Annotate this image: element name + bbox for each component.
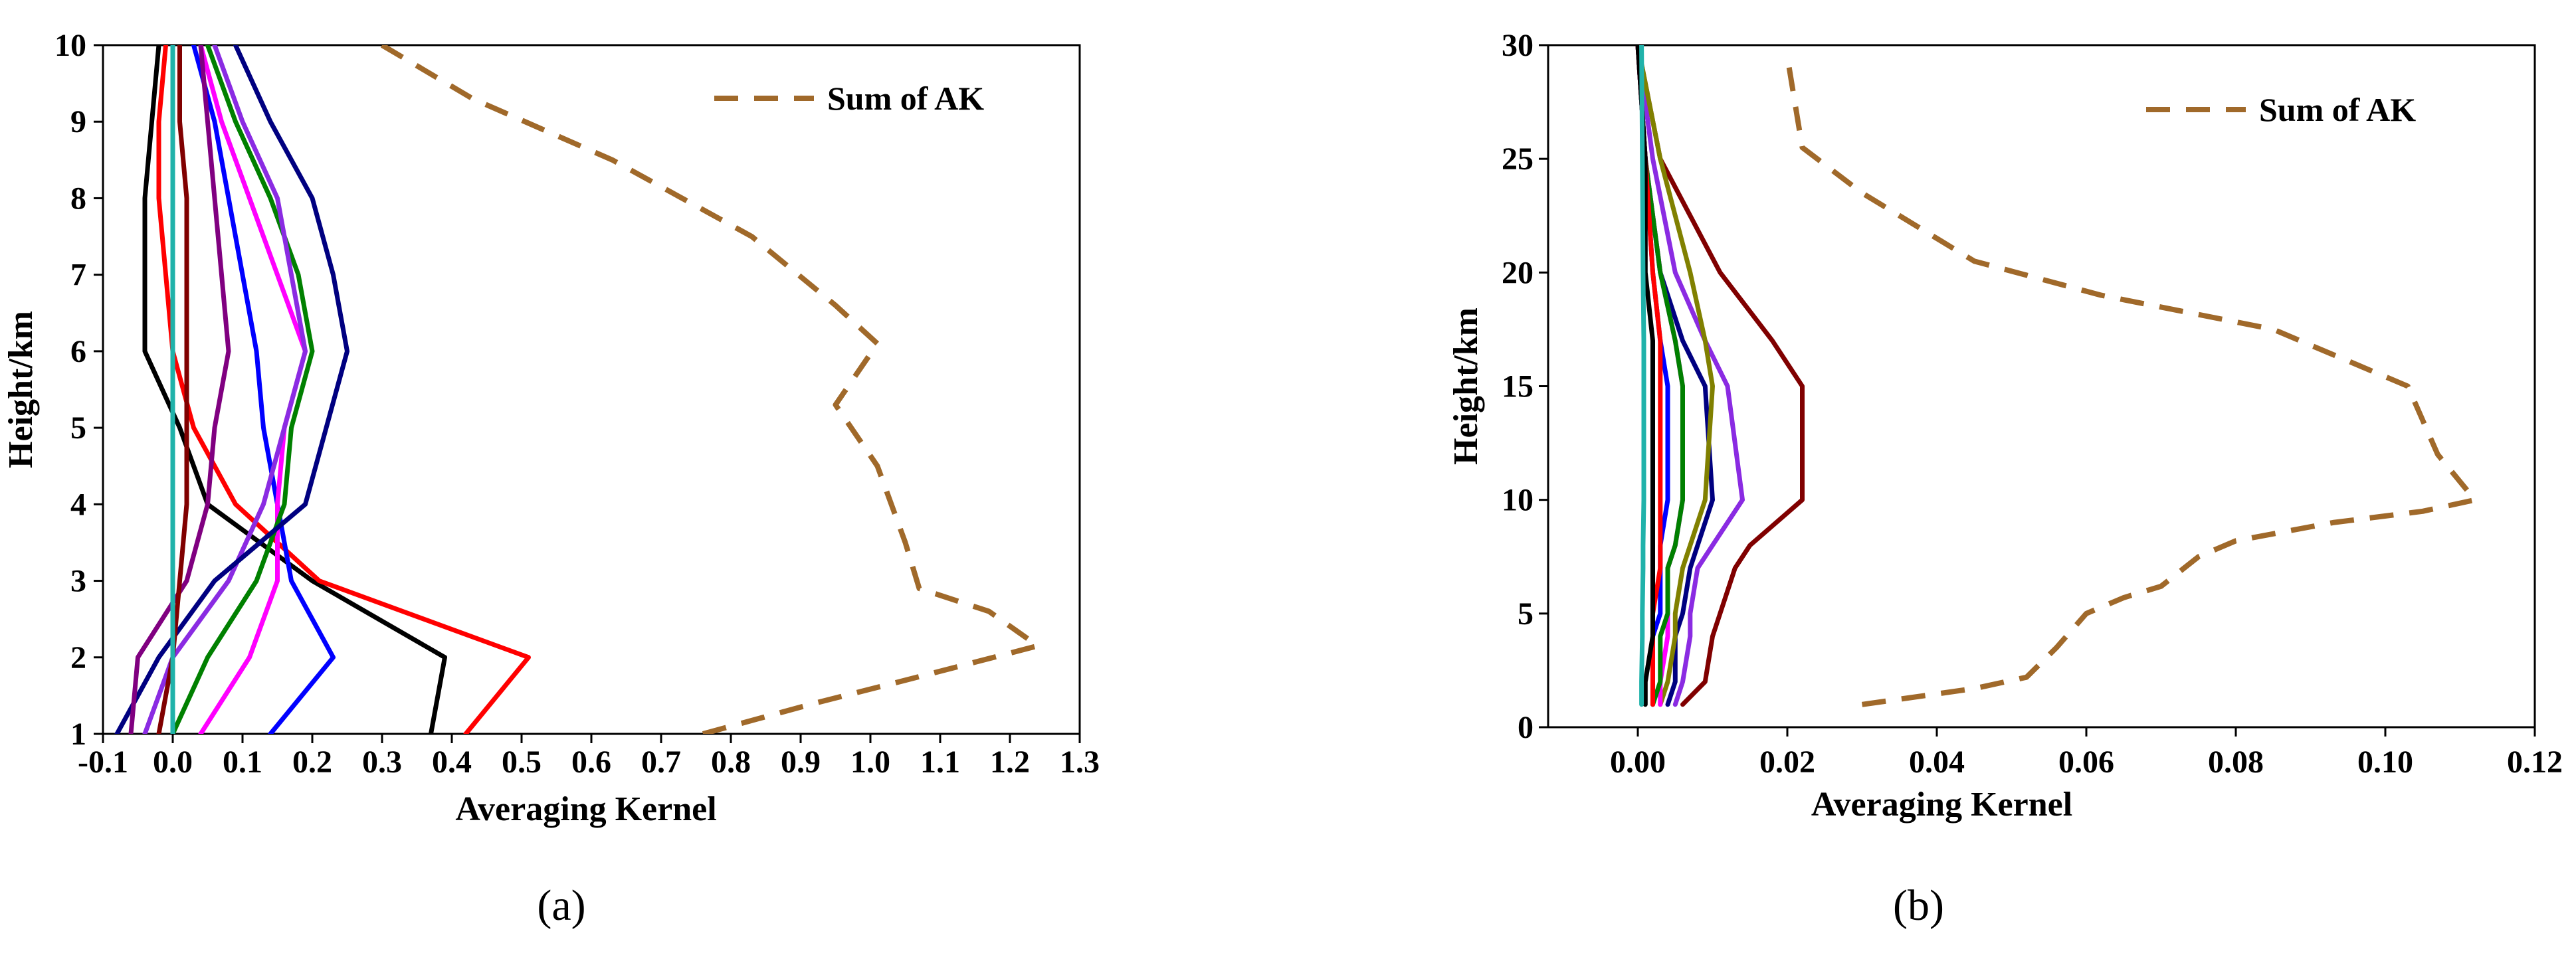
x-tick-label: 1.1: [920, 744, 960, 780]
legend: Sum of AK: [714, 80, 984, 117]
x-tick-label: 1.3: [1060, 744, 1100, 780]
legend-label: Sum of AK: [827, 80, 984, 117]
series-line-ak-6: [142, 45, 308, 734]
x-tick-label: 0.0: [153, 744, 193, 780]
y-tick-label: 8: [70, 181, 86, 216]
x-tick-label: 0.9: [781, 744, 821, 780]
series-line-ak-2: [156, 45, 531, 734]
series-line-ak-6: [1635, 45, 1685, 707]
x-tick-label: -0.1: [78, 744, 128, 780]
x-tick-label: 0.4: [432, 744, 472, 780]
panel-label: (a): [537, 881, 585, 930]
series-line-ak-5: [170, 45, 315, 734]
series-line-ak-4: [1635, 45, 1715, 707]
x-tick-label: 0.08: [2208, 744, 2264, 780]
y-axis-label: Height/km: [1447, 307, 1485, 465]
x-tick-label: 0.6: [571, 744, 611, 780]
x-tick-label: 0.12: [2507, 744, 2563, 780]
y-tick-label: 3: [70, 564, 86, 599]
plot-frame: [1547, 44, 2536, 729]
y-axis-label: Height/km: [2, 311, 40, 468]
panel-label: (b): [1893, 881, 1944, 930]
x-axis-label: Averaging Kernel: [1811, 786, 2072, 824]
y-tick-label: 20: [1502, 255, 1534, 290]
y-tick-label: 0: [1518, 710, 1534, 745]
y-tick-label: 10: [54, 28, 86, 63]
sum-of-ak-line: [1785, 56, 2478, 707]
series-line-ak-3: [191, 45, 336, 734]
x-tick-label: 1.2: [990, 744, 1030, 780]
legend: Sum of AK: [2146, 91, 2416, 128]
x-tick-label: 0.04: [1909, 744, 1965, 780]
x-tick-label: 0.10: [2357, 744, 2413, 780]
x-tick-label: 0.06: [2058, 744, 2114, 780]
series-line-ak-1: [142, 45, 447, 734]
x-tick-label: 0.1: [223, 744, 262, 780]
panel-a: -0.1 0.0 0.1 0.2 0.3 0.4 0.5 0.6 0.7 0.8 0.9 1.0 1.1…: [2, 28, 1100, 930]
plot-area: [114, 45, 1040, 734]
legend-label: Sum of AK: [2259, 91, 2416, 128]
series-line-ak-8: [128, 45, 231, 734]
x-tick-label: 0.5: [502, 744, 542, 780]
y-tick-label: 15: [1502, 369, 1534, 404]
series-line-ak-9: [1635, 45, 1655, 707]
y-tick-label: 30: [1502, 28, 1534, 63]
x-tick-label: 0.02: [1759, 744, 1815, 780]
x-tick-label: 0.8: [711, 744, 751, 780]
y-tick-label: 7: [70, 258, 86, 293]
sum-of-ak-line: [380, 45, 1040, 734]
y-tick-label: 5: [1518, 596, 1534, 632]
y-tick-label: 9: [70, 104, 86, 139]
plot-area: [1635, 45, 2478, 707]
x-axis-label: Averaging Kernel: [455, 790, 716, 828]
x-tick-label: 0.2: [292, 744, 332, 780]
y-tick-label: 10: [1502, 483, 1534, 518]
x-tick-label: 0.3: [362, 744, 402, 780]
x-tick-label: 1.0: [850, 744, 890, 780]
y-tick-label: 5: [70, 410, 86, 446]
x-tick-label: 0.00: [1610, 744, 1666, 780]
series-line-ak-2: [1635, 45, 1745, 707]
panel-b: 0.00 0.02 0.04 0.06 0.08 0.10 0.12 0 5 10 15 20 25 30…: [1447, 28, 2563, 930]
y-tick-label: 4: [70, 487, 86, 522]
y-tick-label: 6: [70, 334, 86, 369]
y-tick-label: 1: [70, 717, 86, 752]
y-tick-label: 25: [1502, 141, 1534, 177]
series-line-ak-10: [1639, 45, 1646, 707]
series-line-ak-9: [156, 45, 189, 734]
series-line-ak-7: [114, 45, 349, 734]
y-tick-label: 2: [70, 640, 86, 675]
series-line-ak-1: [1635, 45, 1805, 707]
x-tick-label: 0.7: [641, 744, 681, 780]
